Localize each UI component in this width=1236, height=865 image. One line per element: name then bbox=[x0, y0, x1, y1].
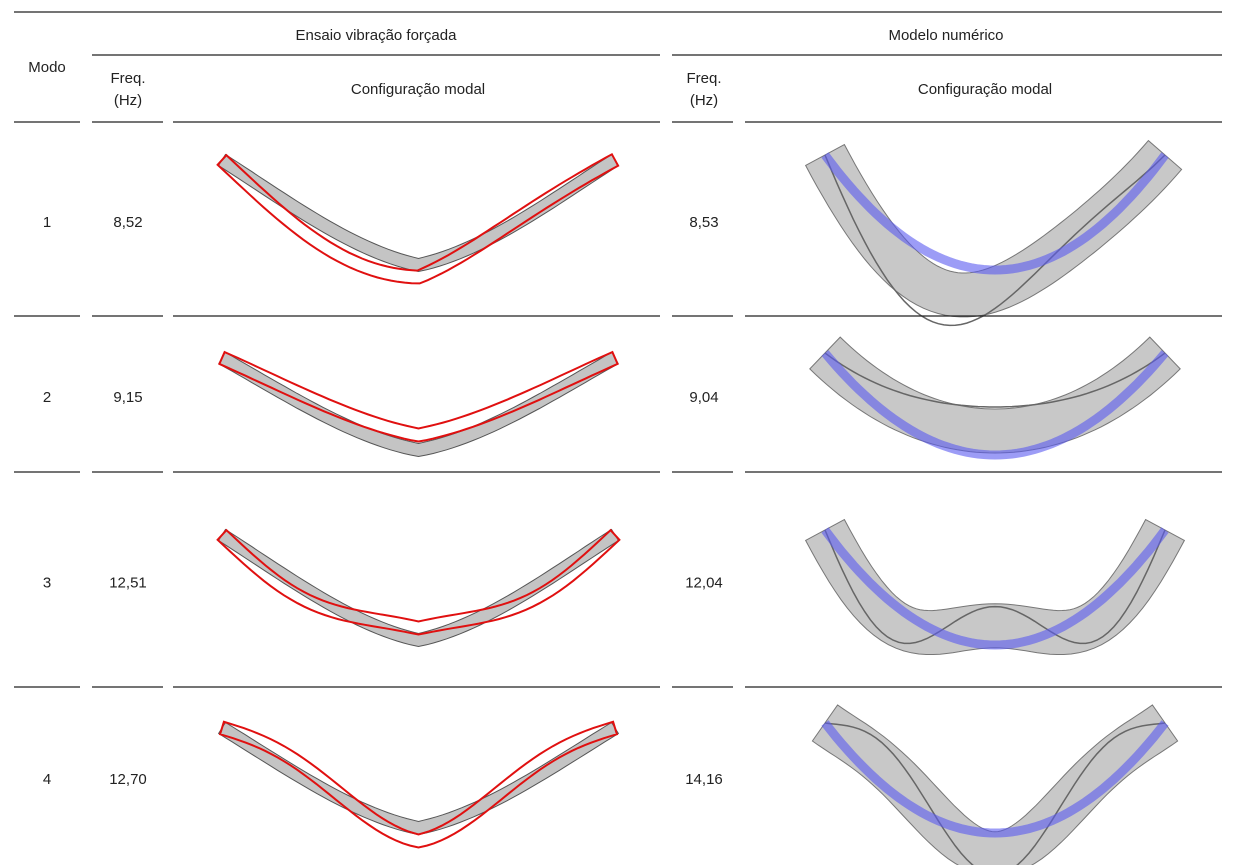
num-frequency: 12,04 bbox=[685, 574, 723, 591]
mode-number: 3 bbox=[43, 574, 51, 591]
deformed-beam bbox=[216, 152, 620, 285]
fe-mesh-edge bbox=[824, 529, 1166, 645]
header-shape: Configuração modal bbox=[918, 81, 1052, 98]
fe-slab bbox=[821, 527, 1169, 650]
exp-frequency: 8,52 bbox=[113, 214, 142, 231]
fe-slab bbox=[821, 152, 1169, 275]
fe-mesh bbox=[811, 704, 1179, 865]
exp-frequency: 12,51 bbox=[109, 574, 147, 591]
header-freq: (Hz) bbox=[690, 92, 718, 109]
deformed-beam bbox=[218, 350, 619, 443]
undeformed-beam bbox=[217, 721, 620, 836]
num-frequency: 9,04 bbox=[689, 389, 718, 406]
header-mode: Modo bbox=[28, 59, 66, 76]
num-frequency: 14,16 bbox=[685, 771, 723, 788]
deformed-beam bbox=[218, 720, 619, 849]
header-freq: Freq. bbox=[110, 70, 145, 87]
mode-number: 4 bbox=[43, 771, 51, 788]
fe-slab bbox=[821, 720, 1169, 838]
mode-number: 1 bbox=[43, 214, 51, 231]
deformed-beam bbox=[216, 528, 621, 636]
fe-mesh-edge bbox=[824, 722, 1166, 865]
fe-mesh-edge bbox=[824, 352, 1166, 408]
header-shape: Configuração modal bbox=[351, 81, 485, 98]
header-freq: (Hz) bbox=[114, 92, 142, 109]
header-freq: Freq. bbox=[686, 70, 721, 87]
fe-slab bbox=[821, 350, 1169, 460]
fe-mesh bbox=[804, 139, 1183, 318]
exp-frequency: 12,70 bbox=[109, 771, 147, 788]
fe-mesh-edge bbox=[824, 154, 1166, 327]
undeformed-beam bbox=[217, 528, 620, 648]
num-frequency: 8,53 bbox=[689, 214, 718, 231]
mode-number: 2 bbox=[43, 389, 51, 406]
undeformed-beam bbox=[217, 153, 620, 273]
group-title: Modelo numérico bbox=[888, 27, 1003, 44]
group-title: Ensaio vibração forçada bbox=[296, 27, 458, 44]
fe-mesh bbox=[804, 518, 1186, 655]
exp-frequency: 9,15 bbox=[113, 389, 142, 406]
